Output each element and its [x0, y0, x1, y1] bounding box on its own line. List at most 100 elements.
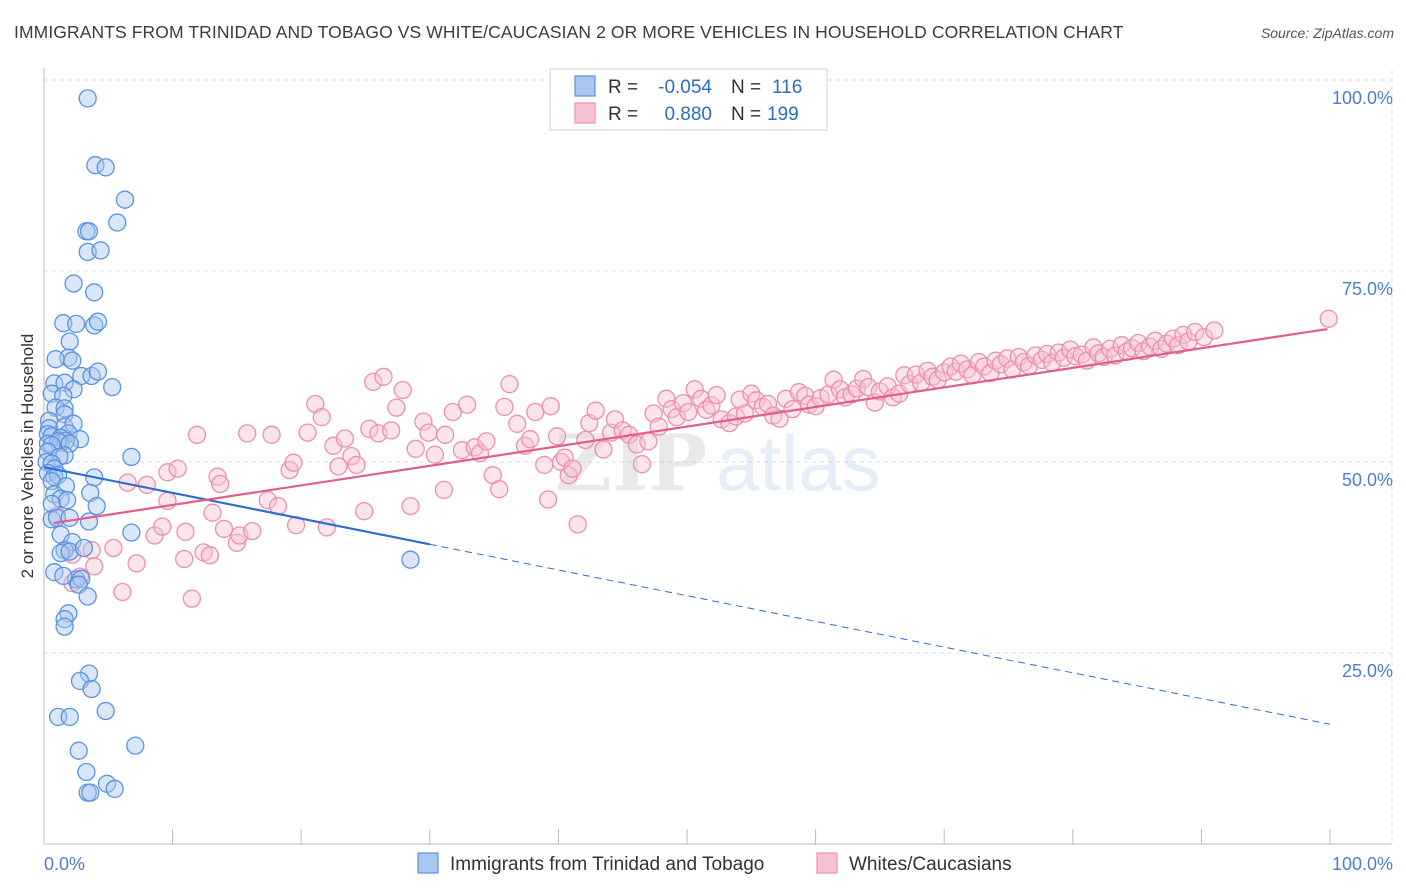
whites-point	[355, 502, 374, 521]
whites-point	[520, 430, 540, 449]
trinidad-point	[79, 512, 99, 531]
y-tick-label: 75.0%	[1342, 279, 1393, 299]
whites-point	[243, 521, 262, 541]
stats-legend: R = -0.054 N = 116 R = 0.880 N = 199	[549, 68, 828, 131]
whites-point	[298, 423, 317, 442]
whites-point	[436, 425, 455, 444]
trinidad-point	[91, 241, 110, 260]
whites-point	[594, 440, 613, 459]
whites-point	[770, 409, 789, 428]
y-tick-label: 50.0%	[1342, 470, 1393, 490]
trinidad-point	[51, 489, 70, 508]
trinidad-point	[45, 563, 64, 582]
whites-point	[284, 453, 303, 472]
whites-point	[312, 408, 331, 427]
trinidad-point	[85, 283, 104, 302]
whites-point	[347, 455, 366, 475]
x-tick-label: 0.0%	[44, 854, 85, 874]
trinidad-point	[96, 158, 115, 177]
stats-legend-box	[549, 68, 828, 131]
legend-n-value: 116	[772, 77, 802, 98]
x-axis-tick-labels: 0.0% 100.0%	[44, 854, 1393, 874]
whites-point	[203, 503, 222, 522]
whites-point	[847, 379, 866, 398]
whites-point	[477, 432, 496, 451]
trinidad-point	[401, 550, 420, 569]
whites-point	[495, 397, 514, 417]
whites-point	[1066, 347, 1085, 366]
whites-point	[538, 490, 558, 509]
whites-point	[490, 480, 509, 499]
whites-point	[227, 533, 247, 552]
y-axis-label: 2 or more Vehicles in Household	[18, 334, 37, 579]
trinidad-point	[122, 447, 141, 467]
trinidad-point	[60, 332, 79, 351]
trinidad-point	[70, 430, 90, 449]
trinidad-point	[64, 274, 83, 293]
bottom-legend-swatch-pink	[816, 852, 838, 874]
whites-point	[563, 459, 582, 478]
whites-point	[406, 439, 425, 458]
whites-point	[758, 394, 778, 414]
whites-point	[1319, 309, 1338, 328]
whites-point	[401, 496, 420, 516]
whites-point	[414, 412, 433, 431]
whites-point	[393, 380, 412, 400]
whites-point	[457, 395, 477, 414]
trinidad-point	[60, 508, 79, 527]
trinidad-point	[88, 312, 108, 331]
whites-point	[586, 401, 605, 420]
bottom-legend-swatch-blue	[417, 852, 439, 874]
legend-r-value: -0.054	[658, 77, 712, 98]
trinidad-trend-extension	[429, 543, 1331, 725]
series-whites-points	[47, 309, 1338, 608]
whites-point	[673, 394, 693, 413]
whites-point	[104, 538, 123, 558]
trend-lines	[43, 327, 1331, 725]
whites-point	[526, 402, 545, 422]
trinidad-point	[78, 89, 97, 108]
y-tick-label: 25.0%	[1342, 661, 1393, 681]
trinidad-point	[69, 741, 88, 760]
whites-point	[113, 582, 132, 602]
trinidad-point	[60, 434, 79, 453]
trinidad-point	[115, 190, 135, 209]
whites-point	[176, 522, 195, 541]
trinidad-point	[79, 222, 99, 241]
trinidad-point	[42, 494, 61, 514]
whites-point	[657, 389, 676, 408]
whites-point	[685, 380, 704, 399]
watermark-atlas: atlas	[716, 419, 881, 507]
trinidad-point	[82, 679, 101, 699]
bottom-legend-label-pink: Whites/Caucasians	[849, 854, 1012, 875]
whites-point	[211, 474, 230, 494]
whites-point	[137, 475, 157, 494]
whites-point	[639, 432, 658, 451]
whites-point	[153, 517, 172, 536]
whites-point	[824, 370, 843, 389]
whites-point	[434, 480, 454, 500]
whites-point	[382, 421, 401, 440]
whites-trend-line	[54, 327, 1328, 525]
whites-point	[702, 396, 721, 415]
whites-point	[214, 519, 234, 539]
x-axis-tick-marks	[43, 829, 1331, 844]
trinidad-point	[46, 350, 65, 369]
legend-n-label: N =	[731, 77, 761, 98]
whites-point	[1194, 327, 1214, 347]
whites-point	[182, 589, 202, 608]
whites-point	[342, 446, 361, 466]
bottom-legend: Immigrants from Trinidad and Tobago Whit…	[417, 852, 1012, 875]
whites-point	[747, 391, 766, 410]
chart-title: IMMIGRANTS FROM TRINIDAD AND TOBAGO VS W…	[14, 22, 1124, 42]
whites-point	[923, 367, 942, 386]
whites-point	[541, 397, 560, 416]
trinidad-point	[55, 373, 74, 392]
trinidad-point	[77, 762, 96, 782]
series-trinidad-points	[37, 89, 420, 802]
trinidad-point	[55, 617, 74, 636]
whites-point	[679, 402, 698, 422]
whites-point	[360, 419, 379, 439]
whites-point	[1205, 321, 1224, 340]
